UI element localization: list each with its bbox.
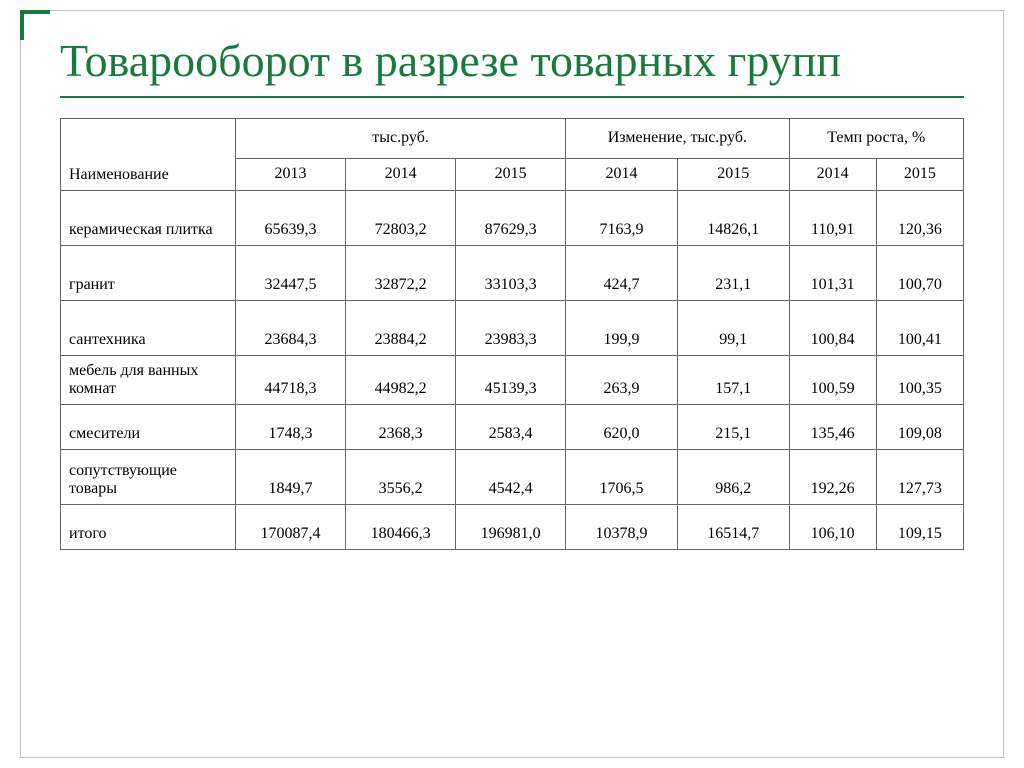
cell: 45139,3 <box>456 355 566 404</box>
turnover-table: Наименование тыс.руб. Изменение, тыс.руб… <box>60 118 964 550</box>
cell: 109,15 <box>876 504 963 549</box>
table-row: сопутствующие товары 1849,7 3556,2 4542,… <box>61 449 964 504</box>
col-header-year: 2015 <box>677 158 789 190</box>
col-header-year: 2015 <box>456 158 566 190</box>
cell: 87629,3 <box>456 190 566 245</box>
cell: 32872,2 <box>346 245 456 300</box>
table-row: итого 170087,4 180466,3 196981,0 10378,9… <box>61 504 964 549</box>
cell: 72803,2 <box>346 190 456 245</box>
cell: 1748,3 <box>236 404 346 449</box>
table-row: мебель для ванных комнат 44718,3 44982,2… <box>61 355 964 404</box>
cell: 44982,2 <box>346 355 456 404</box>
cell: 1706,5 <box>566 449 678 504</box>
table-row: керамическая плитка 65639,3 72803,2 8762… <box>61 190 964 245</box>
cell: 620,0 <box>566 404 678 449</box>
cell: 215,1 <box>677 404 789 449</box>
cell: 14826,1 <box>677 190 789 245</box>
row-label: итого <box>61 504 236 549</box>
table-row: гранит 32447,5 32872,2 33103,3 424,7 231… <box>61 245 964 300</box>
cell: 1849,7 <box>236 449 346 504</box>
cell: 180466,3 <box>346 504 456 549</box>
cell: 99,1 <box>677 300 789 355</box>
cell: 44718,3 <box>236 355 346 404</box>
title-underline <box>60 96 964 98</box>
col-header-group-rub: тыс.руб. <box>236 118 566 158</box>
row-label: смесители <box>61 404 236 449</box>
col-header-year: 2014 <box>346 158 456 190</box>
cell: 106,10 <box>789 504 876 549</box>
cell: 7163,9 <box>566 190 678 245</box>
row-label: керамическая плитка <box>61 190 236 245</box>
table-row: сантехника 23684,3 23884,2 23983,3 199,9… <box>61 300 964 355</box>
col-header-year: 2014 <box>566 158 678 190</box>
cell: 23983,3 <box>456 300 566 355</box>
cell: 4542,4 <box>456 449 566 504</box>
table-container: Наименование тыс.руб. Изменение, тыс.руб… <box>40 118 984 550</box>
col-header-name: Наименование <box>61 118 236 190</box>
col-header-group-change: Изменение, тыс.руб. <box>566 118 789 158</box>
cell: 231,1 <box>677 245 789 300</box>
cell: 10378,9 <box>566 504 678 549</box>
row-label: сантехника <box>61 300 236 355</box>
page-title: Товарооборот в разрезе товарных групп <box>40 35 984 88</box>
cell: 23884,2 <box>346 300 456 355</box>
cell: 2368,3 <box>346 404 456 449</box>
cell: 100,70 <box>876 245 963 300</box>
cell: 100,35 <box>876 355 963 404</box>
cell: 120,36 <box>876 190 963 245</box>
row-label: сопутствующие товары <box>61 449 236 504</box>
cell: 65639,3 <box>236 190 346 245</box>
cell: 196981,0 <box>456 504 566 549</box>
col-header-group-growth: Темп роста, % <box>789 118 963 158</box>
row-label: гранит <box>61 245 236 300</box>
cell: 32447,5 <box>236 245 346 300</box>
table-row: смесители 1748,3 2368,3 2583,4 620,0 215… <box>61 404 964 449</box>
cell: 157,1 <box>677 355 789 404</box>
cell: 109,08 <box>876 404 963 449</box>
cell: 135,46 <box>789 404 876 449</box>
cell: 100,84 <box>789 300 876 355</box>
cell: 127,73 <box>876 449 963 504</box>
col-header-year: 2013 <box>236 158 346 190</box>
cell: 199,9 <box>566 300 678 355</box>
cell: 263,9 <box>566 355 678 404</box>
cell: 100,59 <box>789 355 876 404</box>
cell: 16514,7 <box>677 504 789 549</box>
cell: 23684,3 <box>236 300 346 355</box>
row-label: мебель для ванных комнат <box>61 355 236 404</box>
cell: 3556,2 <box>346 449 456 504</box>
cell: 33103,3 <box>456 245 566 300</box>
cell: 986,2 <box>677 449 789 504</box>
cell: 2583,4 <box>456 404 566 449</box>
cell: 170087,4 <box>236 504 346 549</box>
cell: 100,41 <box>876 300 963 355</box>
cell: 101,31 <box>789 245 876 300</box>
cell: 424,7 <box>566 245 678 300</box>
cell: 110,91 <box>789 190 876 245</box>
cell: 192,26 <box>789 449 876 504</box>
col-header-year: 2015 <box>876 158 963 190</box>
col-header-year: 2014 <box>789 158 876 190</box>
